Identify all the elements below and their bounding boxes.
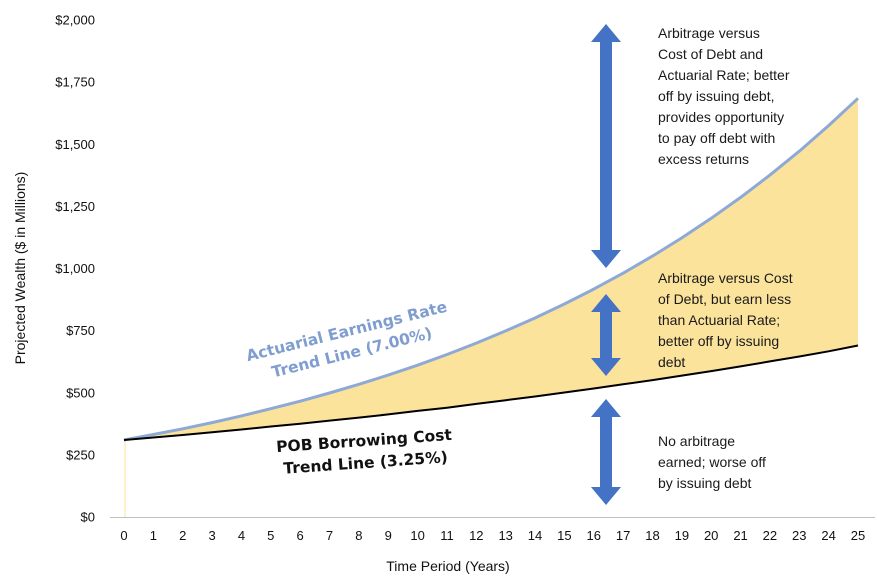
x-tick-label: 13: [498, 528, 512, 543]
middle-note-line: than Actuarial Rate;: [658, 312, 780, 328]
y-tick-label: $250: [66, 447, 95, 462]
top-note-line: excess returns: [658, 151, 749, 167]
x-tick-label: 6: [297, 528, 304, 543]
x-tick-label: 20: [704, 528, 718, 543]
x-tick-label: 25: [851, 528, 865, 543]
x-tick-label: 19: [675, 528, 689, 543]
x-tick-label: 0: [120, 528, 127, 543]
axes: $0 $250 $500 $750 $1,000 $1,250 $1,500 $1,750 $2…: [55, 13, 875, 543]
x-tick-label: 4: [238, 528, 245, 543]
y-axis-title: Projected Wealth ($ in Millions): [12, 172, 28, 365]
x-tick-label: 21: [733, 528, 747, 543]
x-tick-label: 11: [440, 528, 454, 543]
arbitrage-fill: [124, 98, 858, 441]
actuarial-trend-line: [123, 97, 860, 442]
x-tick-label: 2: [179, 528, 186, 543]
bottom-arrow: [591, 399, 621, 505]
trend-lines: [123, 97, 860, 442]
y-tick-label: $0: [81, 510, 95, 525]
top-note: Arbitrage versus Cost of Debt and Actuar…: [658, 25, 790, 167]
middle-note-line: Arbitrage versus Cost: [658, 270, 793, 286]
top-note-line: Actuarial Rate; better: [658, 67, 790, 83]
top-note-line: to pay off debt with: [658, 130, 775, 146]
middle-note-line: of Debt, but earn less: [658, 291, 791, 307]
x-axis-title: Time Period (Years): [386, 558, 509, 574]
arrows: [591, 24, 621, 505]
middle-note: Arbitrage versus Cost of Debt, but earn …: [658, 270, 793, 370]
x-tick-label: 3: [208, 528, 215, 543]
x-tick-label: 17: [616, 528, 630, 543]
top-arrow: [591, 24, 621, 268]
x-tick-label: 8: [355, 528, 362, 543]
year-zero-strip: [124, 439, 126, 517]
y-tick-label: $750: [66, 323, 95, 338]
top-note-line: Arbitrage versus: [658, 25, 760, 41]
y-tick-label: $1,250: [55, 199, 95, 214]
bottom-note-line: earned; worse off: [658, 454, 766, 470]
y-tick-label: $1,500: [55, 137, 95, 152]
y-tick-label: $1,000: [55, 261, 95, 276]
x-tick-label: 23: [792, 528, 806, 543]
bottom-note-line: No arbitrage: [658, 433, 735, 449]
y-tick-label: $2,000: [55, 13, 95, 28]
top-note-line: off by issuing debt,: [658, 88, 774, 104]
pob-trend-label: POB Borrowing Cost Trend Line (3.25%): [276, 426, 453, 478]
y-tick-label: $500: [66, 385, 95, 400]
top-note-line: provides opportunity: [658, 109, 784, 125]
x-tick-label: 15: [557, 528, 571, 543]
x-tick-label: 12: [469, 528, 483, 543]
middle-note-line: debt: [658, 354, 685, 370]
x-tick-label: 7: [326, 528, 333, 543]
x-tick-label: 16: [587, 528, 601, 543]
x-tick-label: 22: [763, 528, 777, 543]
y-tick-label: $1,750: [55, 75, 95, 90]
bottom-note-line: by issuing debt: [658, 475, 752, 491]
x-tick-label: 14: [528, 528, 542, 543]
x-tick-label: 9: [385, 528, 392, 543]
middle-note-line: better off by issuing: [658, 333, 779, 349]
middle-arrow: [591, 294, 621, 376]
x-tick-label: 18: [645, 528, 659, 543]
bottom-note: No arbitrage earned; worse off by issuin…: [658, 433, 766, 491]
x-tick-label: 10: [410, 528, 424, 543]
x-tick-label: 5: [267, 528, 274, 543]
top-note-line: Cost of Debt and: [658, 46, 763, 62]
arbitrage-fill-area: [124, 98, 858, 517]
pob-trend-line: [123, 344, 859, 441]
x-tick-label: 24: [821, 528, 835, 543]
x-tick-label: 1: [150, 528, 157, 543]
